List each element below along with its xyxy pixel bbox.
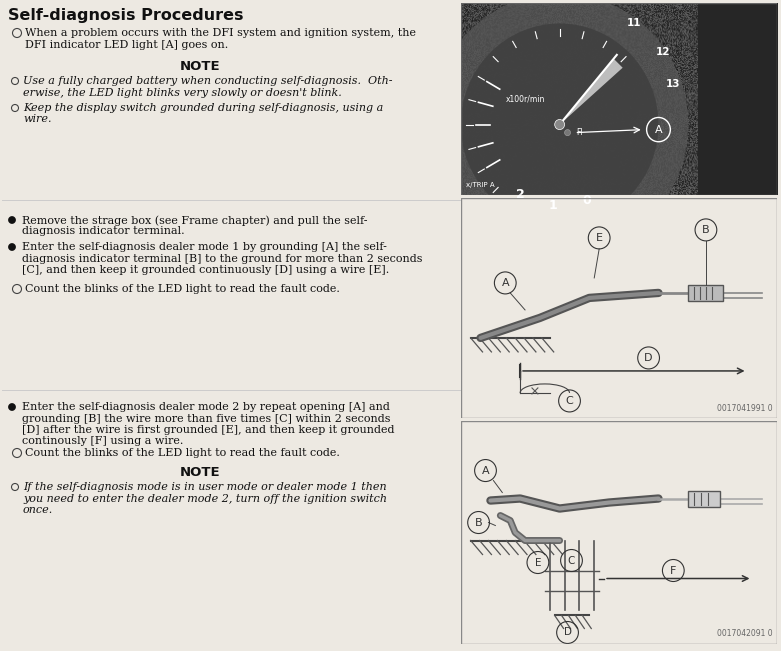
Bar [688,491,720,506]
Text: B: B [702,225,710,235]
Circle shape [9,404,16,411]
Circle shape [9,243,16,251]
Text: D: D [644,353,653,363]
Text: erwise, the LED light blinks very slowly or doesn't blink.: erwise, the LED light blinks very slowly… [23,87,342,98]
Polygon shape [560,59,622,124]
Text: wire.: wire. [23,115,52,124]
Circle shape [565,130,570,135]
Text: When a problem occurs with the DFI system and ignition system, the: When a problem occurs with the DFI syste… [25,28,416,38]
Text: If the self-diagnosis mode is in user mode or dealer mode 1 then: If the self-diagnosis mode is in user mo… [23,482,387,492]
Text: once.: once. [23,505,53,515]
Text: C: C [568,555,575,566]
Circle shape [431,0,688,256]
Text: Keep the display switch grounded during self-diagnosis, using a: Keep the display switch grounded during … [23,103,383,113]
Text: 13: 13 [666,79,680,89]
Text: x/TRIP A: x/TRIP A [465,182,494,188]
Text: x100r/min: x100r/min [505,95,544,104]
Text: Count the blinks of the LED light to read the fault code.: Count the blinks of the LED light to rea… [25,284,340,294]
Text: Count the blinks of the LED light to read the fault code.: Count the blinks of the LED light to rea… [25,448,340,458]
Text: DFI indicator LED light [A] goes on.: DFI indicator LED light [A] goes on. [25,40,228,49]
Text: 12: 12 [656,47,671,57]
Text: Remove the strage box (see Frame chapter) and pull the self-: Remove the strage box (see Frame chapter… [22,215,368,225]
Text: [C], and then keep it grounded continuously [D] using a wire [E].: [C], and then keep it grounded continuou… [22,265,389,275]
Text: NOTE: NOTE [180,466,220,479]
Circle shape [555,120,565,130]
Text: 0017042091 0: 0017042091 0 [716,630,772,639]
Text: diagnosis indicator terminal.: diagnosis indicator terminal. [22,227,184,236]
Text: Enter the self-diagnosis dealer mode 1 by grounding [A] the self-: Enter the self-diagnosis dealer mode 1 b… [22,242,387,252]
Text: A: A [482,465,490,475]
Bar [688,285,722,301]
Text: you need to enter the dealer mode 2, turn off the ignition switch: you need to enter the dealer mode 2, tur… [23,493,387,503]
Text: A: A [654,124,662,135]
Circle shape [9,217,16,223]
Text: E: E [596,233,603,243]
Text: Enter the self-diagnosis dealer mode 2 by repeat opening [A] and: Enter the self-diagnosis dealer mode 2 b… [22,402,390,412]
Text: NOTE: NOTE [180,60,220,73]
Text: continously [F] using a wire.: continously [F] using a wire. [22,437,184,447]
Text: 11: 11 [626,18,641,29]
Text: diagnosis indicator terminal [B] to the ground for more than 2 seconds: diagnosis indicator terminal [B] to the … [22,253,423,264]
Text: E: E [535,557,541,568]
Text: Use a fully charged battery when conducting self-diagnosis.  Oth-: Use a fully charged battery when conduct… [23,76,393,86]
Text: FI: FI [576,128,583,137]
Text: F: F [670,566,676,575]
Text: 2: 2 [515,188,525,201]
Text: D: D [564,628,572,637]
Text: 0: 0 [583,194,591,207]
Circle shape [461,23,658,226]
Text: C: C [565,396,573,406]
Text: Self-diagnosis Procedures: Self-diagnosis Procedures [8,8,244,23]
Text: grounding [B] the wire more than five times [C] within 2 seconds: grounding [B] the wire more than five ti… [22,413,390,424]
Text: 1: 1 [548,199,557,212]
Text: A: A [501,278,509,288]
Text: [D] after the wire is first grounded [E], and then keep it grounded: [D] after the wire is first grounded [E]… [22,425,394,435]
Text: 0017041991 0: 0017041991 0 [716,404,772,413]
Text: B: B [475,518,483,527]
